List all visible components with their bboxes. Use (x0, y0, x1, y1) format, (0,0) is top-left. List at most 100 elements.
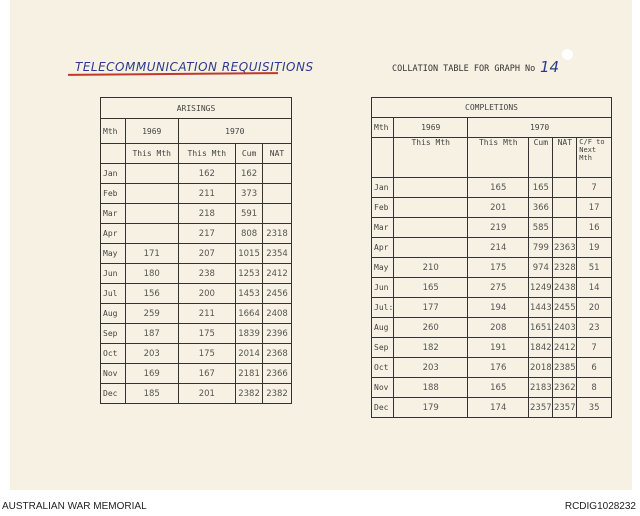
value-cell (393, 197, 469, 218)
value-cell: 211 (177, 183, 237, 204)
value-cell: 585 (528, 217, 554, 238)
value-cell: 1453 (235, 283, 264, 304)
value-cell: 218 (177, 203, 237, 224)
value-cell: 211 (177, 303, 237, 324)
table-row: Jan 165 165 7 (370, 177, 612, 198)
value-cell: 217 (177, 223, 237, 244)
value-cell: 201 (467, 197, 530, 218)
arisings-table: ARISINGS Mth 1969 1970 This Mth This Mth Cum… (100, 97, 293, 404)
month-cell: Feb (370, 197, 395, 218)
value-cell: 260 (393, 317, 469, 338)
value-cell: 2318 (262, 223, 292, 244)
value-cell: 275 (467, 277, 530, 298)
value-cell: 219 (467, 217, 530, 238)
table-row: Jul 156 200 1453 2456 (100, 283, 292, 304)
value-cell: 182 (393, 337, 469, 358)
month-cell: Nov (370, 377, 395, 398)
value-cell: 174 (467, 397, 530, 418)
value-cell: 16 (576, 217, 612, 238)
value-cell: 2382 (235, 383, 264, 404)
value-cell (262, 163, 292, 184)
table-row: Jul: 177 194 1443 2455 20 (370, 297, 612, 318)
table-row: Mar 219 585 16 (370, 217, 612, 238)
value-cell: 169 (124, 363, 179, 384)
value-cell: 208 (467, 317, 530, 338)
table-row: Apr 217 808 2318 (100, 223, 292, 244)
month-cell: Aug (100, 303, 126, 324)
month-cell: Sep (100, 323, 126, 344)
value-cell (552, 197, 578, 218)
table-row: Apr 214 799 2363 19 (370, 237, 612, 258)
month-cell: May (370, 257, 395, 278)
punch-hole (562, 49, 573, 60)
value-cell: 175 (467, 257, 530, 278)
table-row: Aug 260 208 1651 2403 23 (370, 317, 612, 338)
value-cell: 203 (124, 343, 179, 364)
col-mth: Mth (370, 117, 395, 138)
value-cell: 187 (124, 323, 179, 344)
month-cell: Mar (100, 203, 126, 224)
value-cell: 1015 (235, 243, 264, 264)
value-cell: 2183 (528, 377, 554, 398)
footer-id: RCDIG1028232 (564, 501, 636, 512)
table-row: Oct 203 176 2018 2385 6 (370, 357, 612, 378)
value-cell: 20 (576, 297, 612, 318)
month-cell: Apr (100, 223, 126, 244)
month-cell: Nov (100, 363, 126, 384)
value-cell: 1249 (528, 277, 554, 298)
value-cell: 179 (393, 397, 469, 418)
table-row: Mar 218 591 (100, 203, 292, 224)
month-cell: Jul: (370, 297, 395, 318)
value-cell: 2181 (235, 363, 264, 384)
value-cell: 185 (124, 383, 179, 404)
value-cell: 2366 (262, 363, 292, 384)
month-cell: Apr (370, 237, 395, 258)
value-cell: 201 (177, 383, 237, 404)
value-cell: 176 (467, 357, 530, 378)
col-cum: Cum (235, 143, 264, 164)
table-row: Dec 179 174 2357 2357 35 (370, 397, 612, 418)
col-mth: Mth (100, 118, 126, 144)
value-cell: 2412 (262, 263, 292, 284)
value-cell: 2328 (552, 257, 578, 278)
value-cell: 207 (177, 243, 237, 264)
col-this-mth-1970: This Mth (467, 137, 530, 178)
month-cell: Aug (370, 317, 395, 338)
value-cell: 165 (467, 377, 530, 398)
value-cell (393, 217, 469, 238)
value-cell: 1842 (528, 337, 554, 358)
value-cell: 14 (576, 277, 612, 298)
value-cell (124, 203, 179, 224)
table-row: Nov 188 165 2183 2362 8 (370, 377, 612, 398)
value-cell: 23 (576, 317, 612, 338)
value-cell: 175 (177, 323, 237, 344)
value-cell: 214 (467, 237, 530, 258)
table-row: Jan 162 162 (100, 163, 292, 184)
footer-institution: AUSTRALIAN WAR MEMORIAL (2, 501, 147, 512)
value-cell: 799 (528, 237, 554, 258)
value-cell: 2403 (552, 317, 578, 338)
col-nat: NAT (262, 143, 292, 164)
value-cell: 259 (124, 303, 179, 324)
col-this-mth-1969: This Mth (124, 143, 179, 164)
col-this-mth-1970: This Mth (177, 143, 237, 164)
col-1970: 1970 (177, 118, 293, 144)
col-cum: Cum (528, 137, 554, 178)
value-cell: 2363 (552, 237, 578, 258)
value-cell: 165 (393, 277, 469, 298)
value-cell: 2014 (235, 343, 264, 364)
value-cell (552, 177, 578, 198)
value-cell (124, 223, 179, 244)
table-row: May 210 175 974 2328 51 (370, 257, 612, 278)
value-cell: 1651 (528, 317, 554, 338)
month-cell: Sep (370, 337, 395, 358)
value-cell: 2357 (528, 397, 554, 418)
value-cell: 191 (467, 337, 530, 358)
value-cell: 210 (393, 257, 469, 278)
col-1969: 1969 (393, 117, 469, 138)
value-cell: 2412 (552, 337, 578, 358)
value-cell: 1839 (235, 323, 264, 344)
month-cell: Oct (370, 357, 395, 378)
month-cell: Oct (100, 343, 126, 364)
value-cell (124, 183, 179, 204)
